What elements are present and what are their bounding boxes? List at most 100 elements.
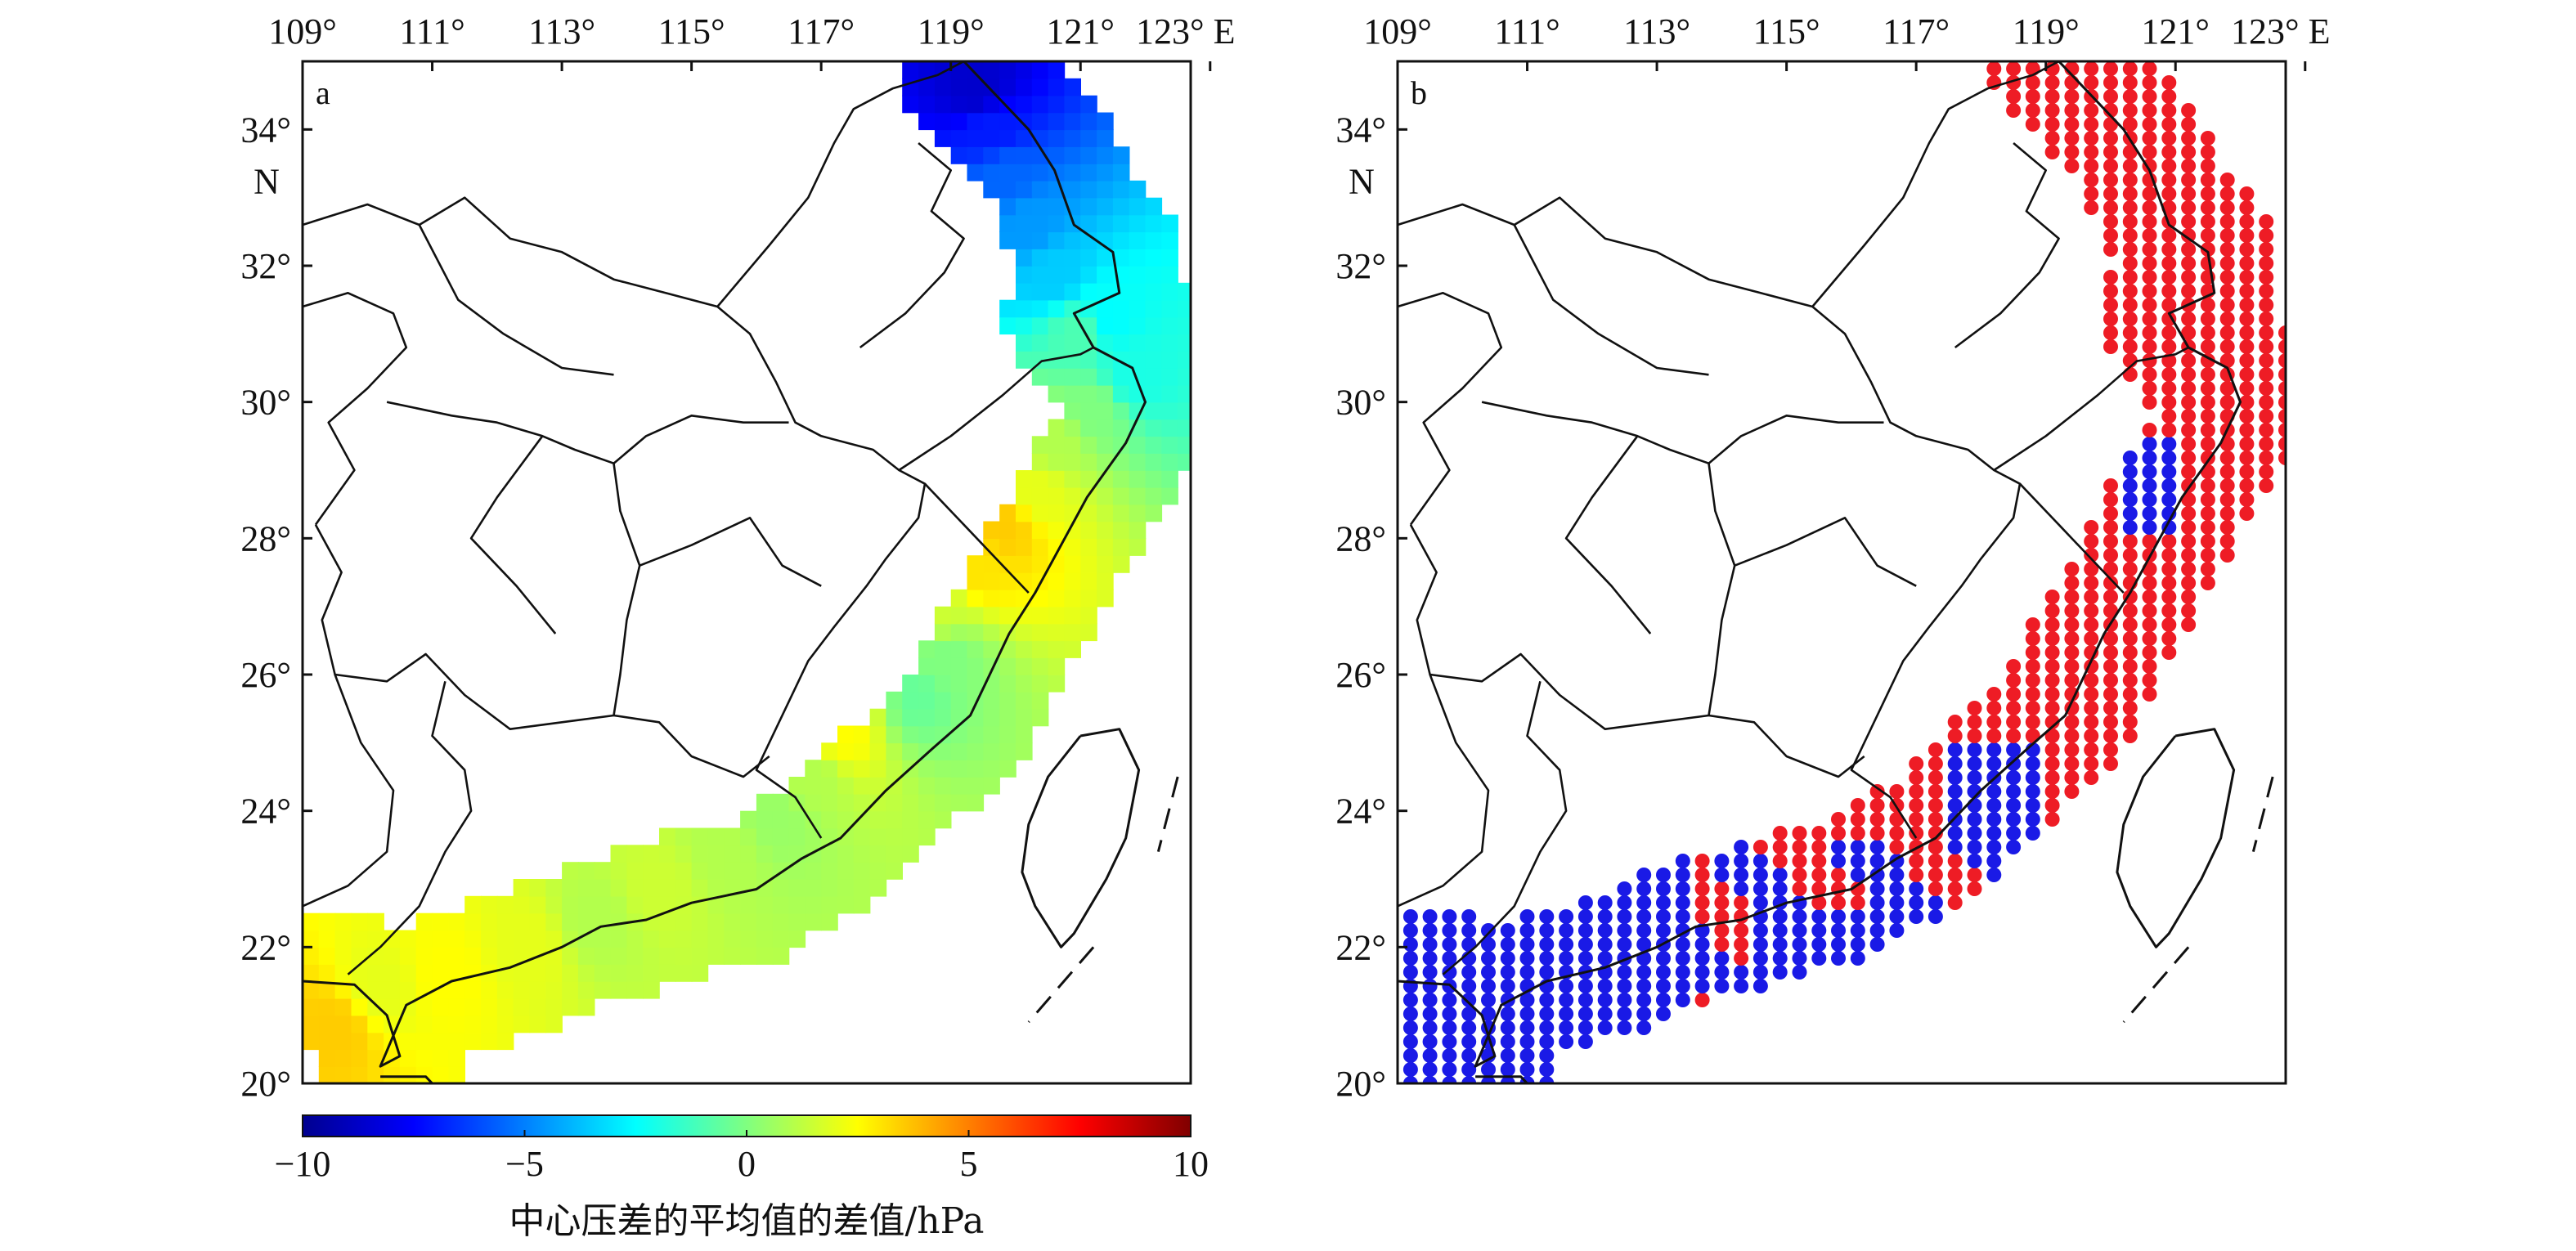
positive-point — [2142, 353, 2157, 368]
heatmap-cell — [351, 998, 369, 1016]
positive-point — [2142, 631, 2157, 646]
scatter-points — [1402, 61, 2286, 1083]
negative-point — [1617, 979, 1632, 993]
y-tick-label: 22° — [1335, 927, 1386, 967]
heatmap-cell — [432, 1066, 450, 1083]
positive-point — [2259, 339, 2274, 354]
heatmap-cell — [529, 981, 546, 999]
heatmap-cell — [1080, 197, 1097, 216]
negative-point — [1597, 923, 1613, 938]
heatmap-cell — [1031, 368, 1049, 386]
positive-point — [2239, 409, 2255, 424]
heatmap-cell — [659, 879, 676, 897]
positive-point — [2219, 464, 2235, 479]
positive-point — [2084, 61, 2099, 76]
heatmap-cell — [562, 895, 579, 914]
negative-point — [1519, 923, 1535, 938]
positive-point — [2122, 659, 2138, 674]
negative-point — [1675, 909, 1690, 924]
heatmap-cell — [1097, 486, 1114, 505]
positive-point — [1947, 854, 1963, 868]
heatmap-cell — [1129, 249, 1147, 267]
heatmap-cell — [1097, 384, 1114, 403]
heatmap-cell — [643, 981, 660, 999]
heatmap-cell — [545, 912, 563, 931]
heatmap-cell — [1031, 708, 1049, 727]
positive-point — [1792, 826, 1807, 841]
heatmap-cell — [886, 777, 903, 795]
heatmap-cell — [1161, 470, 1178, 488]
heatmap-cell — [367, 1032, 384, 1051]
negative-point — [1656, 979, 1671, 993]
negative-point — [1752, 895, 1768, 910]
heatmap-cell — [1112, 164, 1130, 182]
positive-point — [2239, 270, 2255, 285]
heatmap-cell — [610, 845, 628, 863]
positive-point — [2200, 312, 2215, 326]
province-border — [418, 224, 614, 376]
negative-point — [1539, 951, 1555, 966]
positive-point — [2064, 117, 2080, 132]
negative-point — [1967, 826, 1982, 841]
positive-point — [2161, 645, 2177, 660]
positive-point — [2044, 770, 2060, 785]
negative-point — [1559, 937, 1574, 952]
heatmap-cell — [1064, 572, 1081, 590]
heatmap-cell — [1129, 299, 1147, 318]
positive-point — [2181, 145, 2197, 159]
heatmap-cell — [594, 981, 612, 999]
heatmap-cell — [1048, 521, 1066, 540]
negative-point — [1597, 951, 1613, 966]
province-border — [1734, 516, 1917, 587]
negative-point — [1675, 895, 1690, 910]
positive-point — [2259, 451, 2274, 465]
heatmap-cell — [1031, 504, 1049, 522]
positive-point — [2278, 353, 2286, 368]
heatmap-cell — [837, 879, 855, 897]
heatmap-cell — [675, 930, 693, 948]
heatmap-cell — [384, 964, 401, 982]
positive-point — [2161, 284, 2177, 298]
heatmap-cell — [496, 981, 514, 999]
negative-point — [1811, 909, 1827, 924]
positive-point — [2181, 534, 2197, 549]
heatmap-cell — [1112, 555, 1130, 573]
positive-point — [2161, 242, 2177, 257]
positive-point — [2259, 437, 2274, 451]
heatmap-cell — [1031, 436, 1049, 454]
positive-point — [2200, 548, 2215, 563]
heatmap-cell — [303, 947, 320, 965]
negative-point — [1714, 868, 1730, 882]
negative-point — [1559, 1020, 1574, 1035]
heatmap-cell — [1048, 470, 1066, 488]
heatmap-cell — [853, 862, 871, 880]
positive-point — [2181, 214, 2197, 229]
negative-point — [1597, 979, 1613, 993]
heatmap-cell — [1064, 521, 1081, 540]
heatmap-cell — [1048, 282, 1066, 301]
heatmap-cell — [950, 742, 968, 760]
heatmap-cell — [334, 1049, 352, 1067]
negative-point — [1636, 923, 1652, 938]
negative-point — [1539, 1076, 1555, 1083]
positive-point — [2200, 506, 2215, 521]
heatmap-cell — [853, 895, 871, 914]
heatmap-cell — [934, 708, 952, 727]
heatmap-cell — [950, 691, 968, 710]
heatmap-cell — [659, 930, 676, 948]
positive-point — [2103, 117, 2118, 132]
negative-point — [1675, 979, 1690, 993]
heatmap-cell — [659, 827, 676, 846]
positive-point — [1694, 868, 1710, 882]
negative-point — [2006, 826, 2022, 841]
heatmap-cell — [545, 895, 563, 914]
negative-point — [1481, 1048, 1496, 1063]
heatmap-cell — [513, 895, 531, 914]
heatmap-cell — [1048, 572, 1066, 590]
heatmap-cell — [481, 912, 498, 931]
positive-point — [1714, 909, 1730, 924]
positive-point — [1967, 729, 1982, 743]
heatmap-cell — [610, 895, 628, 914]
negative-point — [1519, 993, 1535, 1007]
negative-point — [1539, 1034, 1555, 1049]
